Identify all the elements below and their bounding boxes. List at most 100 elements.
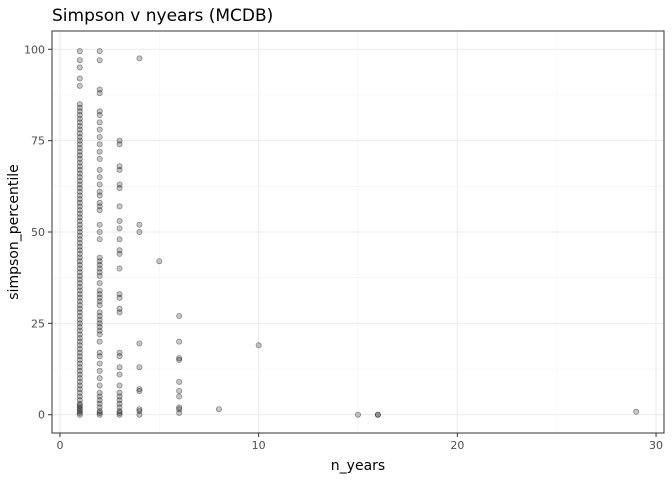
data-point [76,320,83,327]
data-point [76,287,83,294]
data-point [96,228,103,235]
data-point [76,389,83,396]
data-point [76,159,83,166]
data-point [96,86,103,93]
data-point [633,408,640,415]
data-point [76,243,83,250]
data-point [76,349,83,356]
x-axis-ticks: 0 10 20 30 [56,433,663,452]
data-point [136,406,143,413]
data-point [76,130,83,137]
data-point [116,382,123,389]
major-gridlines [52,31,664,433]
y-tick-label: 25 [31,317,45,330]
data-point [76,210,83,217]
data-point [76,119,83,126]
data-point [116,250,123,257]
data-point [176,356,183,363]
data-point [76,126,83,133]
data-point [176,393,183,400]
data-point [136,228,143,235]
data-point [76,207,83,214]
data-point [176,355,183,362]
data-point [96,192,103,199]
data-point [96,221,103,228]
data-point [136,387,143,394]
data-point [76,232,83,239]
data-point [116,353,123,360]
data-point [76,327,83,334]
data-point [96,298,103,305]
data-point [96,188,103,195]
data-point [116,181,123,188]
data-point [76,115,83,122]
data-point [116,364,123,371]
x-tick-label: 0 [56,439,63,452]
data-point [116,166,123,173]
data-point [76,386,83,393]
data-point [176,404,183,411]
x-tick-label: 30 [649,439,663,452]
data-point [96,126,103,133]
data-point [96,338,103,345]
data-point [76,221,83,228]
data-point [96,313,103,320]
data-point [116,265,123,272]
data-point [116,163,123,170]
y-tick-label: 75 [31,135,45,148]
data-point [76,185,83,192]
data-point [136,411,143,418]
data-point [96,119,103,126]
data-point [76,345,83,352]
data-point [116,305,123,312]
data-point [76,203,83,210]
data-point [76,272,83,279]
data-point [76,247,83,254]
data-point [96,411,103,418]
data-point [136,364,143,371]
data-point [76,228,83,235]
data-point [96,353,103,360]
data-point [76,269,83,276]
data-point [96,48,103,55]
data-point [96,389,103,396]
data-point [76,133,83,140]
data-point [76,48,83,55]
data-point [76,367,83,374]
data-point [176,338,183,345]
data-point [76,409,83,416]
data-point [136,386,143,393]
data-point [96,254,103,261]
data-point [96,280,103,287]
x-tick-label: 10 [252,439,266,452]
data-point [96,269,103,276]
data-point [76,75,83,82]
data-point [116,389,123,396]
data-point [96,148,103,155]
data-point [76,82,83,89]
data-point [76,141,83,148]
data-point [76,108,83,115]
data-point [96,393,103,400]
data-point [96,375,103,382]
data-point [76,408,83,415]
data-point [116,291,123,298]
data-point [96,360,103,367]
data-point [96,291,103,298]
data-point [96,265,103,272]
data-point [76,375,83,382]
data-point [76,305,83,312]
data-point [116,309,123,316]
y-tick-label: 50 [31,226,45,239]
y-tick-label: 0 [38,409,45,422]
data-point [96,166,103,173]
chart-title: Simpson v nyears (MCDB) [52,6,273,26]
data-point [96,397,103,404]
data-point [76,112,83,119]
data-point [116,400,123,407]
data-point [96,258,103,265]
data-point [116,404,123,411]
data-point [76,174,83,181]
data-point [116,411,123,418]
data-point [96,112,103,119]
